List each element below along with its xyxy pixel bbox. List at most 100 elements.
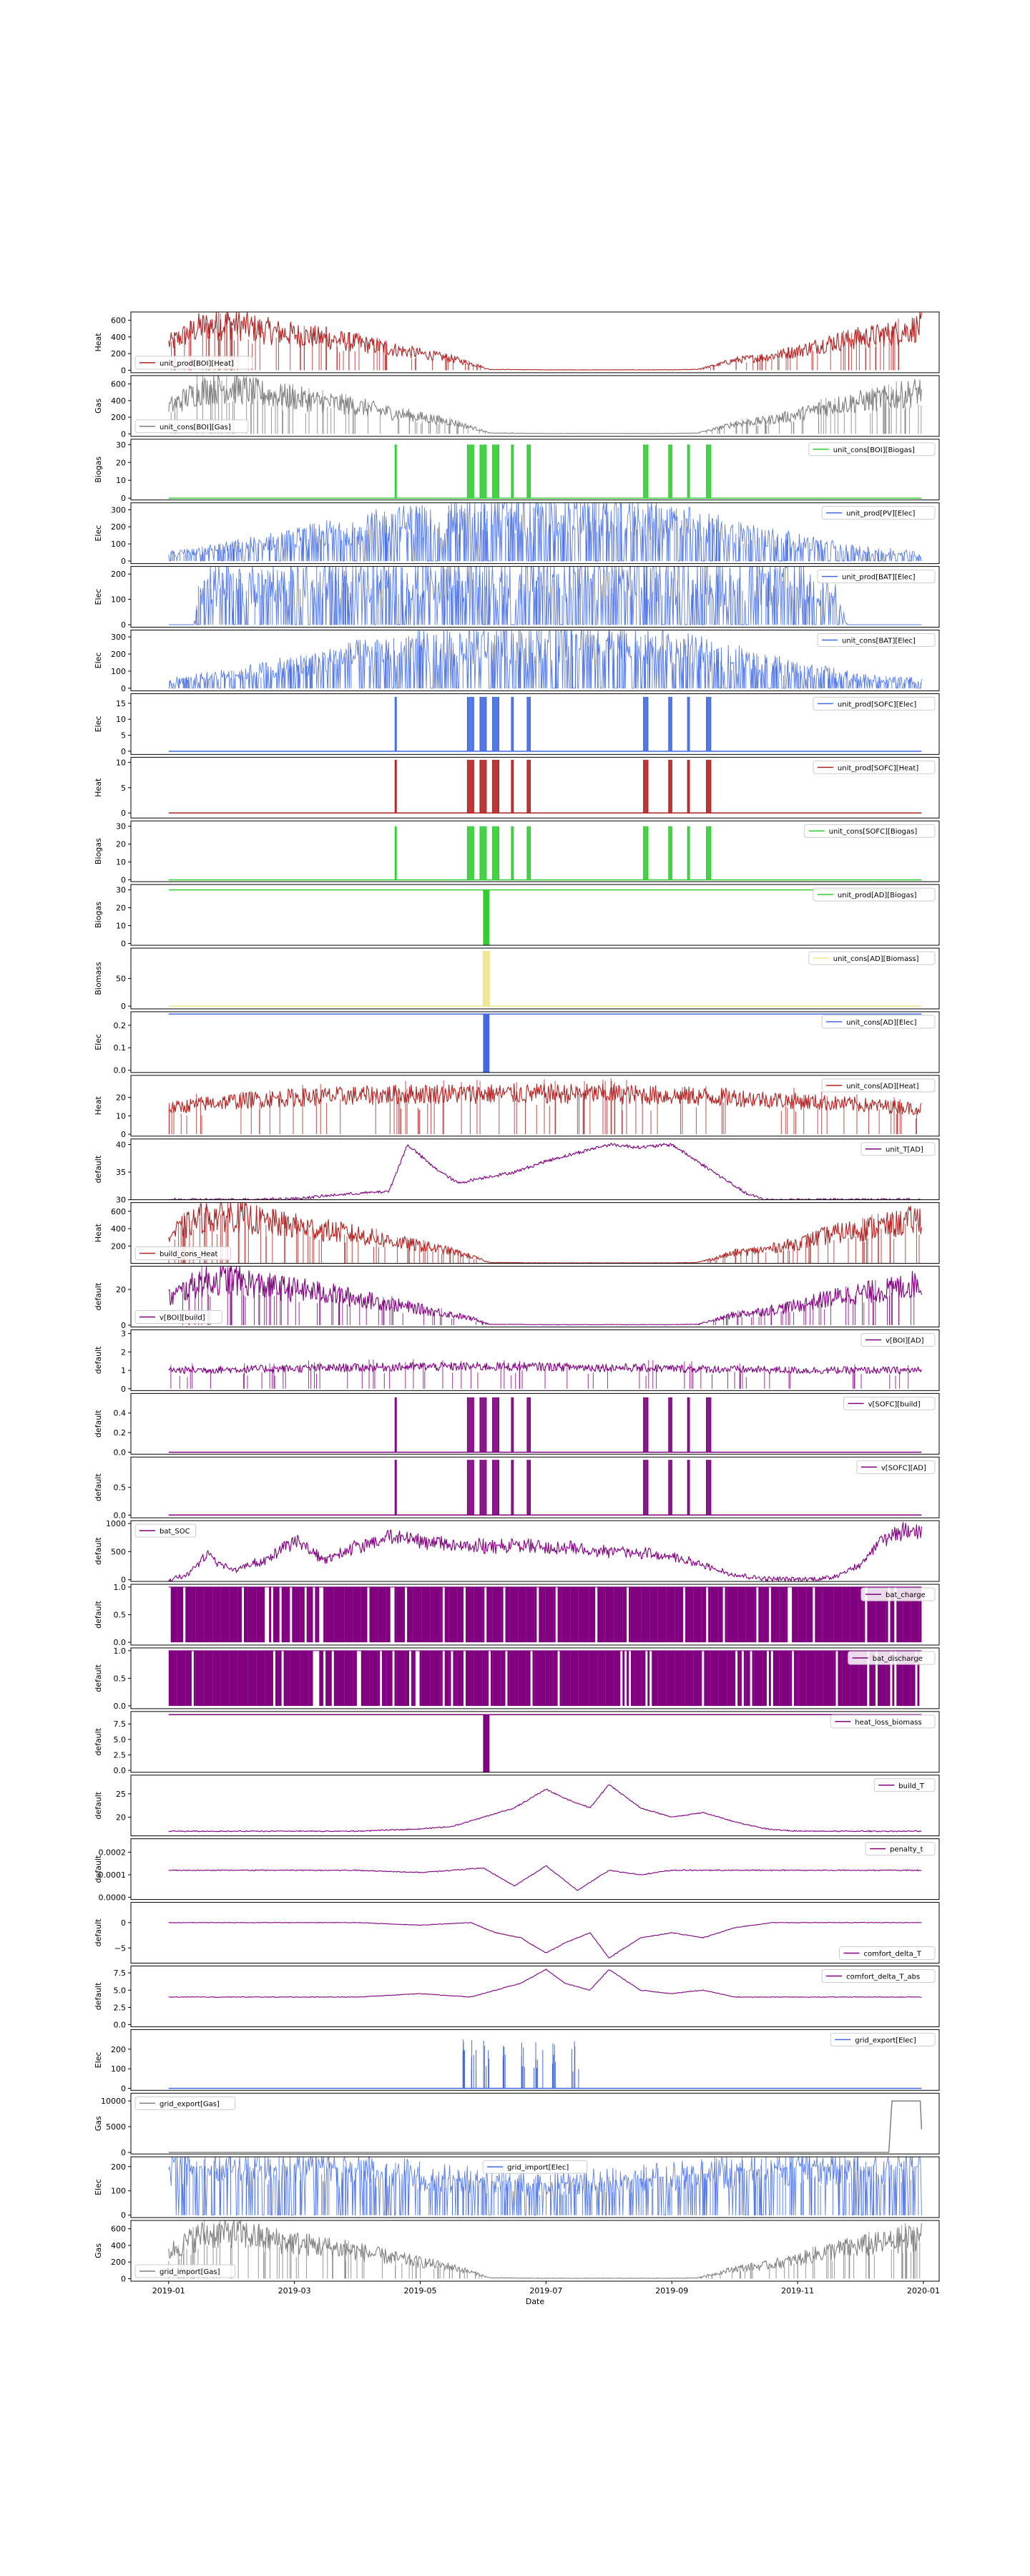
legend-label: unit_cons[BOI][Gas] [160, 424, 231, 431]
legend: grid_import[Elec] [482, 2160, 588, 2174]
legend-label: v[SOFC][build] [868, 1400, 921, 1408]
y-tick-label: 200 [111, 2045, 126, 2054]
y-tick-label: 200 [111, 349, 126, 358]
panel-frame [130, 1075, 940, 1137]
chart-panel: 0.0 0.5 1.0 default bat_discharge [94, 1646, 940, 1711]
series-band [511, 759, 514, 814]
series-band [706, 1397, 711, 1453]
legend-label: comfort_delta_T_abs [846, 1973, 920, 1981]
panel-frame [130, 1266, 940, 1327]
y-tick-label: 20 [116, 904, 126, 913]
y-tick-label: 10 [116, 922, 126, 931]
series-line [168, 375, 922, 434]
y-tick-label: 5 [121, 731, 126, 741]
series-group [168, 950, 922, 1007]
y-axis-label: Heat [94, 1096, 103, 1116]
series-group [168, 1784, 922, 1833]
series-band [527, 444, 531, 499]
legend-box [830, 1714, 936, 1729]
legend-label: unit_cons[SOFC][Biogas] [829, 828, 918, 836]
y-axis-label: Heat [94, 778, 103, 797]
y-tick-label: 0 [121, 366, 126, 375]
series-band [467, 759, 474, 814]
series-band [395, 696, 397, 751]
series-group [168, 826, 922, 881]
series-band [687, 759, 690, 814]
chart-panel: 0 50 Biomass unit_cons[AD][Biomass] [94, 947, 940, 1011]
legend: unit_cons[BAT][Elec] [817, 633, 936, 648]
y-axis-label: Elec [94, 589, 103, 605]
y-axis-label: Elec [94, 653, 103, 669]
series-group [168, 1202, 922, 1264]
y-axis-label: Heat [94, 333, 103, 352]
legend-label: unit_prod[SOFC][Elec] [838, 701, 916, 708]
series-group [168, 1359, 922, 1389]
legend-label: unit_prod[AD][Biogas] [838, 892, 917, 899]
y-tick-label: 30 [116, 440, 126, 449]
series-group [168, 502, 922, 562]
legend: unit_cons[SOFC][Biogas] [804, 824, 936, 838]
y-tick-label: 0.0 [114, 1702, 127, 1711]
series-group [168, 375, 922, 434]
y-tick-label: 10 [116, 476, 126, 485]
y-tick-label: 0.2 [114, 1428, 127, 1438]
legend-box [813, 696, 936, 711]
legend-box [856, 1460, 936, 1474]
panel-frame [130, 820, 940, 882]
series-band [492, 826, 499, 880]
panel-frame [130, 1838, 940, 1901]
y-axis-label: default [94, 1664, 103, 1692]
y-tick-label: 300 [111, 633, 126, 642]
legend-box [848, 1651, 936, 1665]
legend-box [813, 887, 936, 902]
series-band [492, 444, 499, 499]
series-line [168, 1921, 922, 1958]
y-tick-label: 5 [121, 784, 126, 793]
x-tick-label: 2019-09 [655, 2286, 688, 2296]
legend-label: bat_SOC [160, 1528, 190, 1536]
chart-panel: 0 100 200 Elec unit_prod[BAT][Elec] [94, 566, 940, 630]
y-tick-label: 0.0 [114, 1448, 127, 1458]
series-fill [168, 1650, 920, 1706]
series-band [527, 696, 531, 751]
legend-label: grid_export[Elec] [855, 2036, 916, 2044]
chart-panel: 0 100 200 300 Elec unit_prod[PV][Elec] [94, 502, 940, 566]
y-axis-label: default [94, 1473, 103, 1501]
series-band [527, 759, 531, 814]
legend-box [134, 2264, 236, 2278]
series-band [687, 444, 690, 499]
y-tick-label: 0 [121, 2148, 126, 2157]
series-group [168, 1586, 922, 1643]
series-band [492, 696, 499, 751]
series-group [168, 1650, 922, 1706]
y-tick-label: 2.5 [114, 2003, 127, 2012]
y-axis-label: Biogas [94, 457, 103, 483]
legend-box [808, 442, 936, 457]
y-tick-label: 7.5 [114, 1719, 127, 1729]
y-axis-label: Gas [94, 2116, 103, 2131]
panel-frame [130, 1329, 940, 1391]
series-group [168, 1078, 922, 1135]
chart-panel: 0.0 0.1 0.2 Elec unit_cons[AD][Elec] [94, 1011, 940, 1075]
y-tick-label: 40 [116, 1140, 126, 1149]
legend: unit_prod[SOFC][Elec] [813, 696, 936, 711]
panel-frame [130, 1392, 940, 1455]
y-tick-label: 600 [111, 380, 126, 389]
y-tick-label: 600 [111, 2225, 126, 2234]
series-line [168, 1522, 922, 1582]
y-tick-label: 0 [121, 1576, 126, 1585]
legend: heat_loss_biomass [830, 1714, 936, 1729]
series-group [168, 1397, 922, 1453]
y-tick-label: 0 [121, 809, 126, 818]
chart-panel: 0 5000 10000 Gas grid_export[Gas] [94, 2092, 940, 2157]
y-axis-label: default [94, 1282, 103, 1310]
y-tick-label: 0 [121, 620, 126, 630]
series-band [395, 1397, 397, 1453]
legend-box [804, 824, 936, 838]
y-axis-label: Heat [94, 1223, 103, 1242]
panel-frame [130, 439, 940, 501]
series-line [168, 1083, 922, 1116]
legend-label: v[BOI][AD] [886, 1337, 924, 1345]
legend: bat_SOC [134, 1523, 197, 1538]
legend-label: penalty_t [890, 1846, 923, 1854]
